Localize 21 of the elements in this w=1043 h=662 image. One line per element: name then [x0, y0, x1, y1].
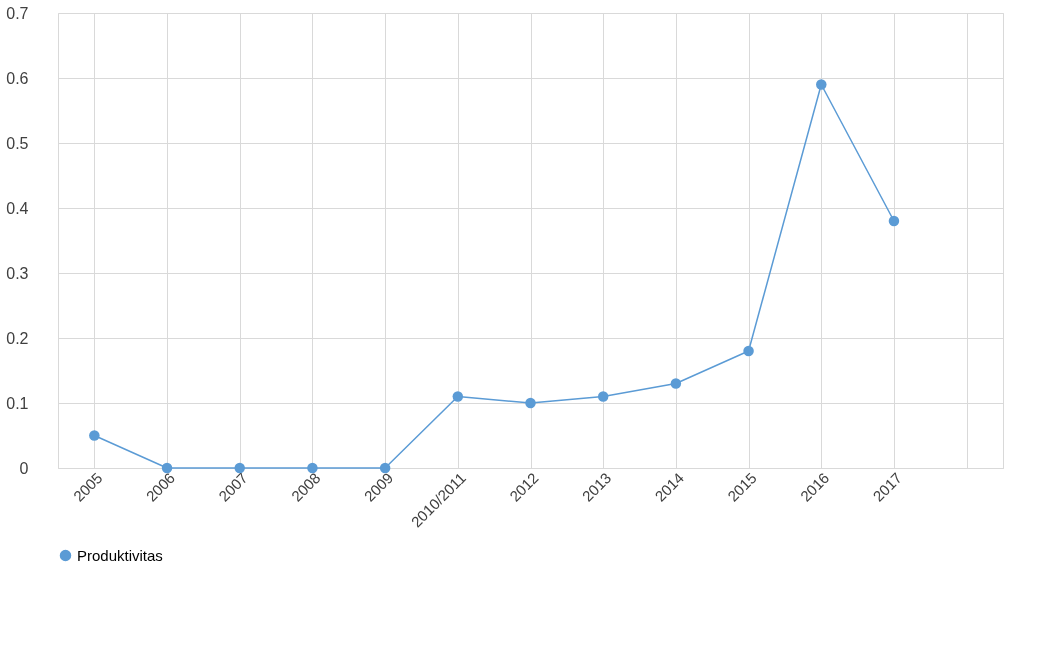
y-tick-label: 0.6: [6, 69, 29, 87]
point: [452, 391, 464, 402]
point: [307, 462, 318, 474]
y-tick-label: 0.1: [6, 394, 29, 412]
y-tick-label: 0.4: [6, 199, 29, 217]
point: [525, 397, 536, 409]
point: [234, 462, 245, 474]
y-tick-label: 0.2: [6, 329, 29, 347]
y-tick-label: 0.7: [6, 4, 29, 22]
point: [161, 462, 173, 474]
point: [89, 430, 100, 441]
point: [379, 462, 391, 474]
point: [743, 345, 754, 357]
point: [816, 79, 827, 90]
point: [597, 391, 609, 402]
legend-label: Produktivitas: [77, 546, 163, 564]
point: [888, 215, 900, 227]
y-tick-label: 0.5: [6, 134, 29, 152]
y-tick-label: 0.3: [6, 264, 29, 282]
y-tick-label: 0: [19, 459, 29, 477]
point: [670, 378, 682, 389]
